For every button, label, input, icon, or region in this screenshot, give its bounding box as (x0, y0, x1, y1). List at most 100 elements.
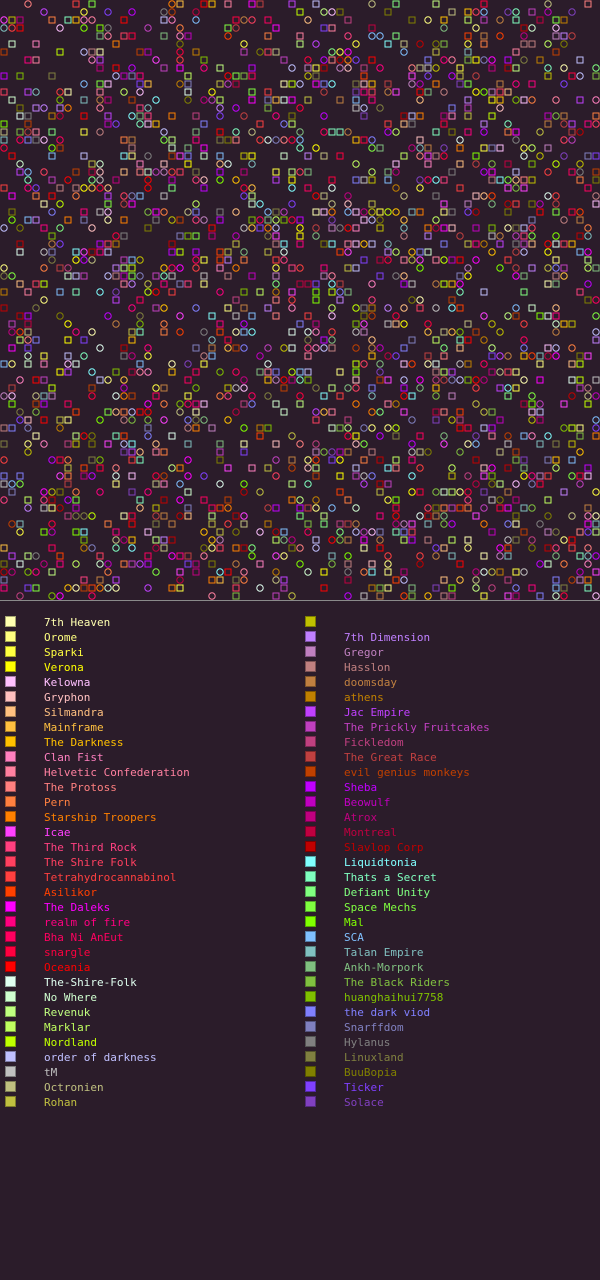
map-star-marker[interactable] (344, 48, 352, 56)
map-star-marker[interactable] (384, 128, 392, 136)
map-planet-marker[interactable] (552, 32, 560, 40)
map-star-marker[interactable] (208, 96, 216, 104)
map-planet-marker[interactable] (56, 368, 64, 376)
map-planet-marker[interactable] (288, 288, 296, 296)
map-planet-marker[interactable] (216, 256, 224, 264)
map-planet-marker[interactable] (320, 24, 328, 32)
map-planet-marker[interactable] (512, 384, 520, 392)
map-planet-marker[interactable] (456, 336, 464, 344)
map-star-marker[interactable] (352, 520, 360, 528)
map-star-marker[interactable] (424, 16, 432, 24)
map-planet-marker[interactable] (568, 536, 576, 544)
map-planet-marker[interactable] (424, 64, 432, 72)
map-star-marker[interactable] (552, 544, 560, 552)
map-star-marker[interactable] (128, 192, 136, 200)
map-planet-marker[interactable] (272, 440, 280, 448)
map-planet-marker[interactable] (432, 128, 440, 136)
map-planet-marker[interactable] (200, 400, 208, 408)
map-planet-marker[interactable] (488, 368, 496, 376)
map-star-marker[interactable] (480, 128, 488, 136)
map-planet-marker[interactable] (264, 424, 272, 432)
map-planet-marker[interactable] (448, 280, 456, 288)
map-planet-marker[interactable] (328, 456, 336, 464)
map-planet-marker[interactable] (232, 576, 240, 584)
map-star-marker[interactable] (520, 144, 528, 152)
map-star-marker[interactable] (96, 456, 104, 464)
map-planet-marker[interactable] (144, 80, 152, 88)
map-planet-marker[interactable] (592, 112, 600, 120)
map-star-marker[interactable] (584, 224, 592, 232)
map-star-marker[interactable] (560, 560, 568, 568)
map-planet-marker[interactable] (80, 576, 88, 584)
map-planet-marker[interactable] (440, 368, 448, 376)
map-star-marker[interactable] (496, 16, 504, 24)
map-planet-marker[interactable] (504, 184, 512, 192)
map-star-marker[interactable] (272, 472, 280, 480)
map-planet-marker[interactable] (576, 376, 584, 384)
map-star-marker[interactable] (584, 528, 592, 536)
map-planet-marker[interactable] (544, 280, 552, 288)
map-star-marker[interactable] (8, 272, 16, 280)
map-planet-marker[interactable] (40, 528, 48, 536)
map-planet-marker[interactable] (16, 128, 24, 136)
map-star-marker[interactable] (408, 256, 416, 264)
map-star-marker[interactable] (320, 344, 328, 352)
map-star-marker[interactable] (432, 216, 440, 224)
map-planet-marker[interactable] (544, 72, 552, 80)
map-planet-marker[interactable] (200, 152, 208, 160)
map-star-marker[interactable] (56, 200, 64, 208)
map-planet-marker[interactable] (272, 400, 280, 408)
map-star-marker[interactable] (544, 432, 552, 440)
map-star-marker[interactable] (576, 128, 584, 136)
map-planet-marker[interactable] (376, 544, 384, 552)
map-star-marker[interactable] (504, 432, 512, 440)
map-planet-marker[interactable] (264, 16, 272, 24)
map-star-marker[interactable] (24, 352, 32, 360)
map-planet-marker[interactable] (136, 328, 144, 336)
map-planet-marker[interactable] (496, 448, 504, 456)
map-planet-marker[interactable] (568, 424, 576, 432)
map-planet-marker[interactable] (448, 104, 456, 112)
map-star-marker[interactable] (96, 184, 104, 192)
map-star-marker[interactable] (48, 208, 56, 216)
map-star-marker[interactable] (336, 528, 344, 536)
map-planet-marker[interactable] (160, 496, 168, 504)
map-planet-marker[interactable] (360, 328, 368, 336)
map-star-marker[interactable] (224, 504, 232, 512)
map-star-marker[interactable] (200, 544, 208, 552)
map-planet-marker[interactable] (416, 136, 424, 144)
map-planet-marker[interactable] (368, 200, 376, 208)
map-planet-marker[interactable] (528, 40, 536, 48)
map-planet-marker[interactable] (192, 48, 200, 56)
map-planet-marker[interactable] (592, 264, 600, 272)
map-planet-marker[interactable] (248, 72, 256, 80)
map-planet-marker[interactable] (512, 456, 520, 464)
map-star-marker[interactable] (480, 192, 488, 200)
map-star-marker[interactable] (456, 360, 464, 368)
map-star-marker[interactable] (552, 96, 560, 104)
map-star-marker[interactable] (560, 64, 568, 72)
map-star-marker[interactable] (440, 520, 448, 528)
map-star-marker[interactable] (56, 312, 64, 320)
map-planet-marker[interactable] (376, 480, 384, 488)
map-planet-marker[interactable] (256, 120, 264, 128)
map-star-marker[interactable] (296, 224, 304, 232)
map-planet-marker[interactable] (56, 416, 64, 424)
map-planet-marker[interactable] (376, 488, 384, 496)
map-planet-marker[interactable] (368, 176, 376, 184)
map-planet-marker[interactable] (16, 336, 24, 344)
map-star-marker[interactable] (416, 384, 424, 392)
map-planet-marker[interactable] (144, 528, 152, 536)
map-star-marker[interactable] (344, 192, 352, 200)
map-planet-marker[interactable] (528, 176, 536, 184)
map-planet-marker[interactable] (536, 480, 544, 488)
map-star-marker[interactable] (352, 440, 360, 448)
map-planet-marker[interactable] (248, 152, 256, 160)
map-planet-marker[interactable] (416, 208, 424, 216)
map-star-marker[interactable] (176, 328, 184, 336)
map-star-marker[interactable] (584, 280, 592, 288)
map-planet-marker[interactable] (8, 96, 16, 104)
map-planet-marker[interactable] (136, 456, 144, 464)
map-star-marker[interactable] (576, 480, 584, 488)
map-planet-marker[interactable] (320, 240, 328, 248)
